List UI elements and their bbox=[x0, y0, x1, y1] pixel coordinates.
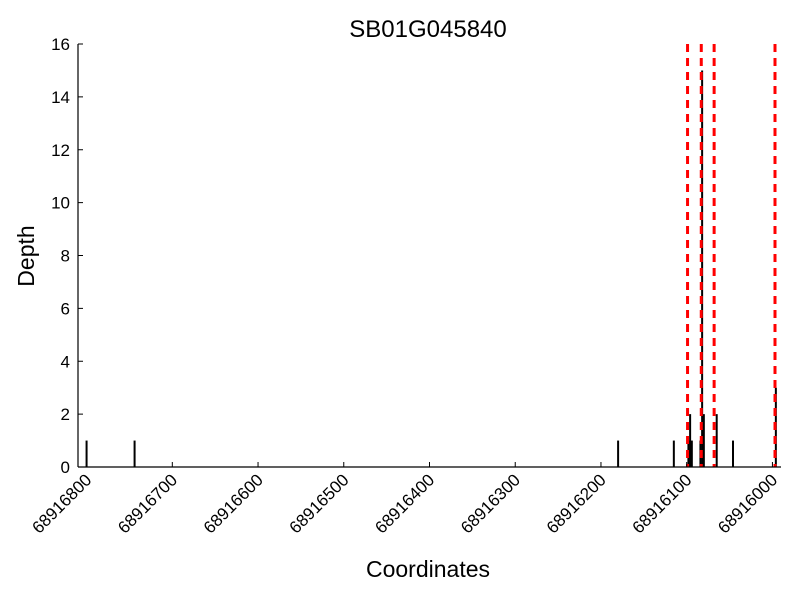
x-tick-label-1: 68916700 bbox=[114, 470, 181, 537]
x-tick-label-5: 68916300 bbox=[457, 470, 524, 537]
y-tick-label-6: 12 bbox=[51, 141, 70, 160]
ticks-layer: 0 2 4 6 8 10 12 14 16 68916800 68916700 68916600 689… bbox=[28, 35, 781, 537]
x-tick-label-2: 68916600 bbox=[200, 470, 267, 537]
y-tick-label-2: 4 bbox=[61, 352, 70, 371]
bars-layer bbox=[85, 70, 777, 467]
x-tick-label-7: 68916100 bbox=[629, 470, 696, 537]
y-tick-label-3: 6 bbox=[61, 299, 70, 318]
chart-title: SB01G045840 bbox=[349, 16, 506, 43]
y-tick-label-7: 14 bbox=[51, 88, 70, 107]
y-tick-label-4: 8 bbox=[61, 247, 70, 266]
y-tick-label-0: 0 bbox=[61, 458, 70, 477]
x-tick-label-6: 68916200 bbox=[543, 470, 610, 537]
vlines-layer bbox=[686, 44, 777, 467]
y-tick-label-1: 2 bbox=[61, 405, 70, 424]
y-tick-label-5: 10 bbox=[51, 194, 70, 213]
y-axis-title: Depth bbox=[13, 225, 39, 286]
x-tick-label-4: 68916400 bbox=[371, 470, 438, 537]
y-tick-label-8: 16 bbox=[51, 35, 70, 54]
axes-layer bbox=[77, 44, 781, 468]
x-tick-label-8: 68916000 bbox=[714, 470, 781, 537]
x-axis-title: Coordinates bbox=[366, 556, 490, 582]
x-tick-label-3: 68916500 bbox=[286, 470, 353, 537]
x-tick-label-0: 68916800 bbox=[28, 470, 95, 537]
